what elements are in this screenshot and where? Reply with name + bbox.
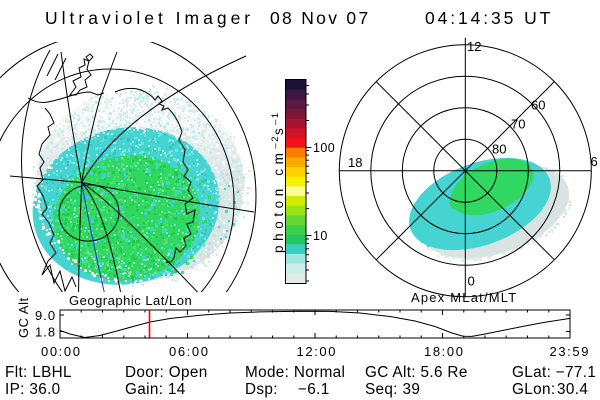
svg-text:18:00: 18:00 bbox=[424, 344, 465, 359]
svg-text:Geographic Lat/Lon: Geographic Lat/Lon bbox=[69, 293, 192, 308]
svg-text:18: 18 bbox=[348, 155, 362, 170]
svg-text:Seq: 39: Seq: 39 bbox=[365, 381, 420, 398]
svg-text:04:14:35 UT: 04:14:35 UT bbox=[425, 8, 553, 28]
svg-text:Ultraviolet Imager: Ultraviolet Imager bbox=[45, 8, 254, 28]
svg-text:100: 100 bbox=[313, 141, 335, 155]
svg-text:1.8: 1.8 bbox=[35, 325, 56, 340]
svg-text:9.0: 9.0 bbox=[35, 308, 56, 323]
svg-text:Apex MLat/MLT: Apex MLat/MLT bbox=[411, 290, 517, 305]
svg-text:Flt: LBHL: Flt: LBHL bbox=[5, 364, 72, 381]
svg-text:10: 10 bbox=[313, 229, 328, 243]
svg-text:GC Alt: GC Alt bbox=[16, 297, 31, 338]
svg-text:12: 12 bbox=[467, 39, 481, 54]
svg-text:0: 0 bbox=[468, 274, 475, 289]
svg-text:23:59: 23:59 bbox=[550, 344, 591, 359]
svg-text:60: 60 bbox=[531, 98, 545, 113]
svg-text:Door: Open: Door: Open bbox=[125, 364, 208, 381]
svg-text:80: 80 bbox=[492, 142, 506, 157]
svg-text:70: 70 bbox=[511, 117, 525, 132]
svg-text:06:00: 06:00 bbox=[169, 344, 210, 359]
svg-text:00:00: 00:00 bbox=[41, 344, 82, 359]
svg-text:IP: 36.0: IP: 36.0 bbox=[5, 381, 61, 398]
svg-text:GC Alt: 5.6 Re: GC Alt: 5.6 Re bbox=[365, 364, 468, 381]
svg-text:Mode: Normal: Mode: Normal bbox=[245, 364, 345, 381]
svg-text:6: 6 bbox=[591, 154, 598, 169]
svg-text:GLon:30.4: GLon: 30.4 bbox=[512, 381, 588, 398]
svg-text:08 Nov 07: 08 Nov 07 bbox=[270, 8, 370, 28]
svg-text:12:00: 12:00 bbox=[297, 344, 338, 359]
svg-text:photon cm–2s–1: photon cm–2s–1 bbox=[270, 111, 286, 253]
svg-text:Gain: 14: Gain: 14 bbox=[125, 381, 186, 398]
svg-text:GLat: −77.1: GLat: −77.1 bbox=[512, 364, 596, 381]
